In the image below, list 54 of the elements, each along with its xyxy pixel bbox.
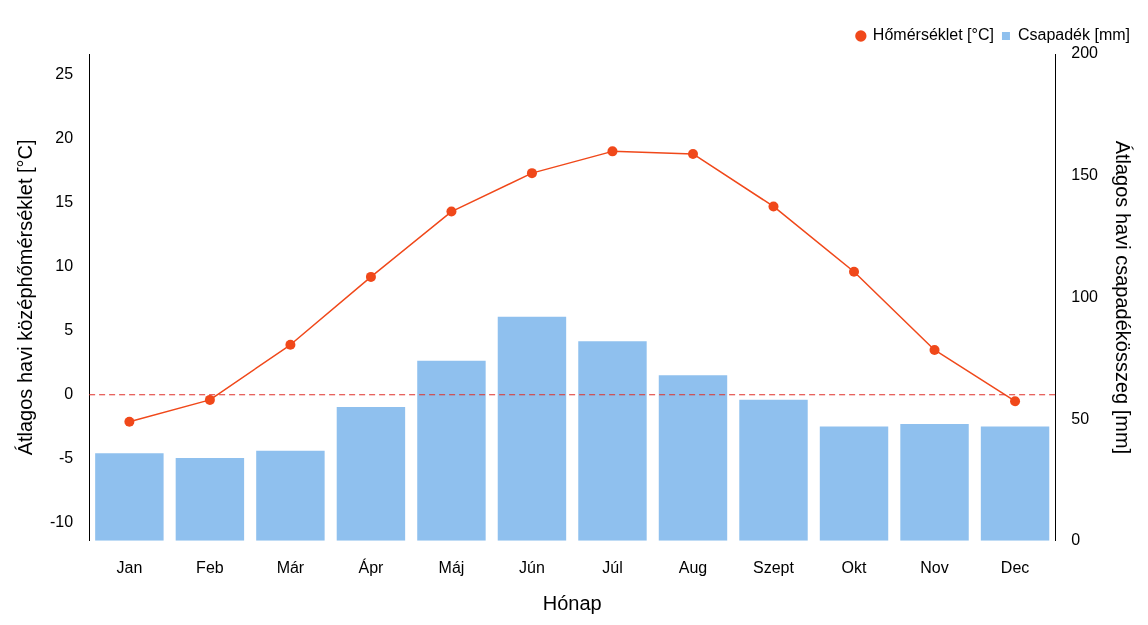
point xyxy=(124,416,135,427)
x-tick-label: Okt xyxy=(841,558,868,576)
point xyxy=(526,168,537,179)
y2-tick-label: 50 xyxy=(1071,409,1090,427)
point xyxy=(365,271,376,282)
bar xyxy=(256,450,325,541)
y-axis-title: Átlagos havi középhőmérséklet [°C] xyxy=(13,139,36,456)
legend-label: Hőmérséklet [°C] xyxy=(872,26,994,44)
bar xyxy=(175,458,245,541)
bar xyxy=(578,341,647,541)
point xyxy=(687,148,698,159)
x-tick-label: Aug xyxy=(678,558,708,576)
x-tick-label: Feb xyxy=(196,558,224,576)
point xyxy=(204,394,215,405)
y-tick-label: 20 xyxy=(55,128,74,146)
bar xyxy=(336,406,406,541)
bar xyxy=(95,453,164,541)
point xyxy=(929,344,940,355)
bar xyxy=(497,316,567,541)
y2-tick-label: 200 xyxy=(1071,44,1099,62)
x-tick-label: Jún xyxy=(519,558,545,576)
x-tick-label: Júl xyxy=(602,558,623,576)
point xyxy=(1010,396,1021,407)
x-tick-label: Jan xyxy=(116,558,143,576)
x-tick-label: Ápr xyxy=(358,557,385,576)
legend-label: Csapadék [mm] xyxy=(1017,26,1131,44)
bar xyxy=(980,426,1050,541)
y-tick-label: -5 xyxy=(58,449,74,467)
bar xyxy=(417,360,486,541)
x-tick-label: Dec xyxy=(1000,558,1030,576)
point xyxy=(607,146,618,157)
bar xyxy=(658,375,728,541)
point xyxy=(849,266,860,277)
y-tick-label: 0 xyxy=(64,385,74,403)
bar xyxy=(900,423,969,541)
x-tick-label: Már xyxy=(276,558,305,576)
x-tick-label: Máj xyxy=(438,558,465,576)
y-tick-label: 5 xyxy=(64,321,74,339)
point xyxy=(285,339,296,350)
x-axis-title: Hónap xyxy=(542,591,602,614)
y2-axis-title: Átlagos havi csapadékösszeg [mm] xyxy=(1112,140,1135,455)
y-tick-label: 25 xyxy=(55,64,74,82)
x-tick-label: Nov xyxy=(920,558,949,576)
y-tick-label: 10 xyxy=(55,257,74,275)
bar xyxy=(739,399,808,541)
bar xyxy=(819,426,889,541)
point xyxy=(768,201,779,212)
y2-tick-label: 100 xyxy=(1071,287,1099,305)
y2-tick-label: 0 xyxy=(1071,531,1081,549)
y-tick-label: 15 xyxy=(55,193,74,211)
x-tick-label: Szept xyxy=(753,558,795,576)
point xyxy=(446,206,457,217)
y2-tick-label: 150 xyxy=(1071,166,1099,184)
y-tick-label: -10 xyxy=(50,513,74,531)
